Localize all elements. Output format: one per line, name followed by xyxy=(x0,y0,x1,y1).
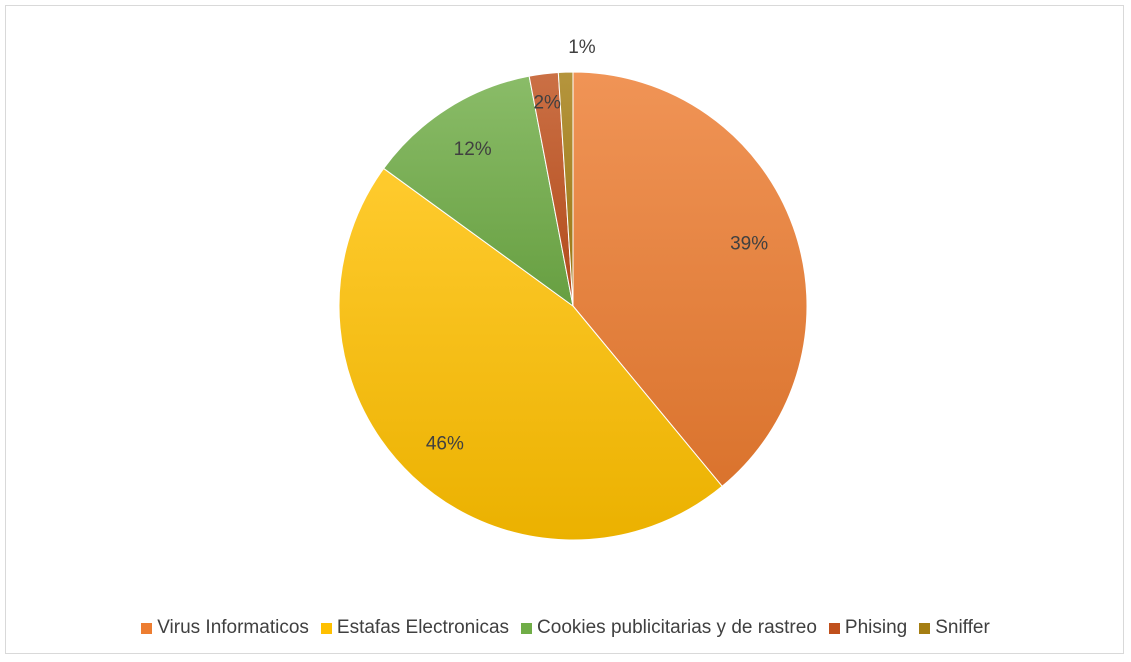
pie-slice-sniffer xyxy=(557,71,574,307)
slice-labels: 39% 46% 12% 2% 1% xyxy=(426,37,768,454)
legend-swatch xyxy=(141,622,153,634)
legend-item-virus-informaticos: Virus Informaticos xyxy=(141,617,309,639)
legend-item-phising: Phising xyxy=(828,617,908,639)
legend-label: Sniffer xyxy=(935,617,990,638)
pie-slice-cookies-publicitarias-y-de-rastreo xyxy=(382,75,574,308)
legend-item-cookies-publicitarias-y-de-rastreo: Cookies publicitarias y de rastreo xyxy=(521,617,817,639)
legend-label: Phising xyxy=(844,617,908,638)
legend-item-sniffer: Sniffer xyxy=(919,617,990,639)
slice-label-estafas-electronicas: 46% xyxy=(426,433,464,454)
slice-label-sniffer: 1% xyxy=(568,37,596,58)
legend-swatch xyxy=(919,622,931,634)
legend: Virus Informaticos Estafas Electronicas Co… xyxy=(0,615,1131,641)
legend-item-estafas-electronicas: Estafas Electronicas xyxy=(320,617,510,639)
slice-label-cookies-publicitarias-y-de-rastreo: 12% xyxy=(454,139,492,160)
legend-swatch xyxy=(828,622,840,634)
legend-label: Cookies publicitarias y de rastreo xyxy=(537,617,817,638)
slice-label-phising: 2% xyxy=(533,93,561,114)
pie-slices xyxy=(338,71,808,541)
legend-swatch xyxy=(521,622,533,634)
legend-swatch xyxy=(320,622,332,634)
slice-label-virus-informaticos: 39% xyxy=(730,234,768,255)
legend-label: Estafas Electronicas xyxy=(336,617,510,638)
pie-slice-estafas-electronicas xyxy=(338,167,723,541)
legend-label: Virus Informaticos xyxy=(157,617,309,638)
pie-slice-virus-informaticos xyxy=(572,71,808,488)
